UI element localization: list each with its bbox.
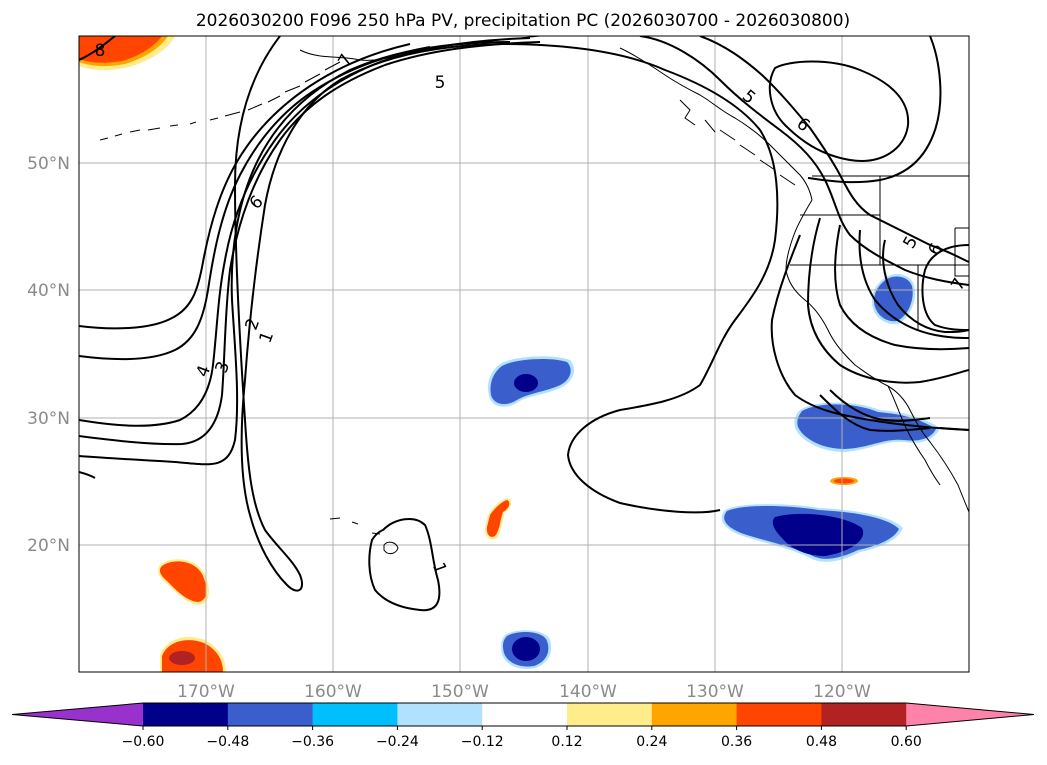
pv-contour-cal-3: [834, 224, 969, 351]
colorbar-tick-label: 0.12: [551, 734, 582, 750]
lon-tick-label: 150°W: [431, 682, 489, 702]
lat-tick-labels: 50°N 40°N 30°N 20°N: [27, 154, 70, 556]
colorbar-segment: [227, 703, 314, 726]
pv-contour-box: [921, 244, 969, 331]
pv-contour-6: [79, 43, 411, 330]
pv-contour-4: [79, 37, 531, 427]
colorbar-extend-low: [12, 703, 143, 726]
colorbar-tick-label: 0.24: [636, 734, 667, 750]
plot-background: [79, 36, 969, 672]
precip-strong-negative: [514, 374, 538, 392]
lon-tick-label: 130°W: [686, 682, 744, 702]
pv-contour-topleft-8: [79, 36, 116, 61]
plot-area: 8 7 5 5 6 6 4 3 2 1 1 5 6 7: [78, 35, 970, 673]
pv-contour-coast-6b: [807, 36, 942, 184]
precip-positive-region: [79, 36, 162, 63]
colorbar-tick-label: −0.36: [291, 734, 334, 750]
colorbar-tick-label: −0.12: [461, 734, 504, 750]
colorbar-segment: [567, 703, 653, 726]
colorbar-tick-label: 0.48: [806, 734, 837, 750]
precip-strong-positive: [169, 651, 195, 665]
lon-tick-label: 120°W: [813, 682, 871, 702]
lon-tick-labels: 170°W 160°W 150°W 140°W 130°W 120°W: [177, 682, 871, 702]
contour-label: 5: [435, 73, 446, 93]
lon-tick-label: 160°W: [304, 682, 362, 702]
colorbar-extend-high: [906, 703, 1034, 726]
colorbar-segment: [397, 703, 483, 726]
plot-frame: [78, 35, 970, 673]
pv-contours: [79, 36, 969, 612]
pv-contour-sub: [819, 394, 969, 432]
baja-coast: [887, 385, 941, 486]
colorbar-segment: [821, 703, 907, 726]
colorbar-tick-label: −0.60: [122, 734, 165, 750]
pv-contour-south: [829, 389, 931, 422]
pv-contour-cal-2: [806, 217, 969, 384]
precip-positive-region: [159, 561, 207, 602]
aleutian-islands: [99, 61, 341, 141]
colorbar-tick-label: 0.60: [891, 734, 922, 750]
colorbar-segment: [736, 703, 822, 726]
pv-contour-cal-4: [858, 229, 969, 339]
pv-contour-cal-1: [770, 234, 969, 431]
pv-contour-3: [79, 41, 541, 446]
lon-tick-label: 140°W: [559, 682, 617, 702]
map-title: 2026030200 F096 250 hPa PV, precipitatio…: [196, 11, 850, 31]
colorbar-segment: [143, 703, 229, 726]
pv-contour-5: [79, 46, 431, 361]
pv-contour-cal-5: [882, 239, 969, 334]
precip-positive-region: [486, 500, 510, 537]
colorbar-tick-label: −0.48: [206, 734, 249, 750]
colorbar-tick-label: −0.24: [376, 734, 419, 750]
hawaii-islands: [329, 517, 399, 555]
lat-tick-label: 30°N: [27, 409, 70, 429]
colorbar-segment: [312, 703, 398, 726]
lat-tick-label: 20°N: [27, 536, 70, 556]
pv-contour-hawaii-1: [368, 518, 441, 612]
alaska-panhandle: [619, 47, 813, 201]
colorbar-segment: [651, 703, 738, 726]
lat-tick-label: 40°N: [27, 281, 70, 301]
pv-contour-7: [79, 471, 96, 479]
precip-negative-region: [797, 404, 936, 449]
pv-contour-coast-6: [768, 60, 910, 162]
colorbar-tick-label: 0.36: [721, 734, 752, 750]
bc-islands: [679, 99, 796, 186]
colorbar-segment: [482, 703, 568, 726]
lat-tick-label: 50°N: [27, 154, 70, 174]
lon-tick-label: 170°W: [177, 682, 235, 702]
precip-strong-negative: [512, 637, 540, 661]
precip-positive-region: [834, 478, 854, 484]
pv-contour-coast-5b: [699, 36, 969, 263]
contour-label: 8: [95, 41, 106, 61]
state-lines: [790, 176, 969, 330]
colorbar: −0.60 −0.48 −0.36 −0.24 −0.12 0.12 0.24 0.36 0.4…: [11, 702, 1035, 750]
us-west-coast: [785, 199, 969, 513]
